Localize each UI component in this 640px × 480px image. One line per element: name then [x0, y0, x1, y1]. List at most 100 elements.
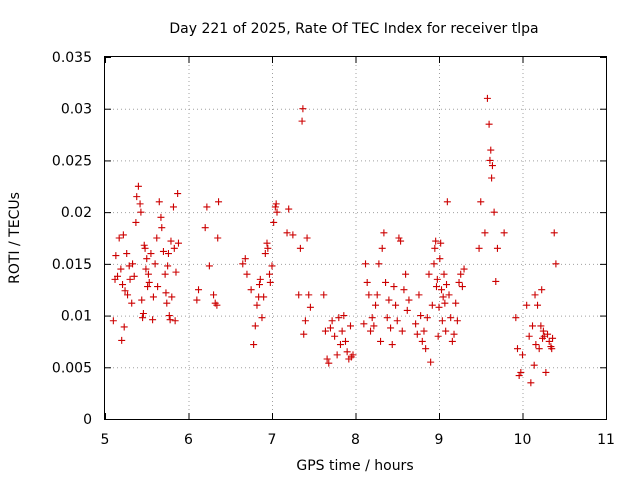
data-point: [457, 270, 465, 278]
data-point: [373, 291, 381, 299]
data-point: [170, 244, 178, 252]
y-tick-label: 0.025: [52, 153, 92, 169]
data-point: [142, 265, 150, 273]
data-point: [253, 301, 261, 309]
data-point: [305, 291, 313, 299]
data-point: [159, 247, 167, 255]
data-point: [538, 286, 546, 294]
data-point: [145, 278, 153, 286]
data-point: [149, 316, 157, 324]
data-point: [529, 322, 537, 330]
y-tick-label: 0.005: [52, 360, 92, 376]
data-point: [549, 334, 557, 342]
data-point: [515, 372, 523, 380]
data-point: [346, 322, 354, 330]
data-point: [203, 203, 211, 211]
data-point: [485, 120, 493, 128]
data-point: [306, 303, 314, 311]
data-point: [432, 237, 440, 245]
data-point: [166, 316, 174, 324]
data-point: [149, 293, 157, 301]
data-point: [413, 330, 421, 338]
data-point: [265, 270, 273, 278]
data-point: [377, 337, 385, 345]
data-point: [109, 317, 117, 325]
data-point: [138, 296, 146, 304]
data-point: [171, 317, 179, 325]
data-point: [137, 208, 145, 216]
data-point: [492, 277, 500, 285]
data-point: [452, 299, 460, 307]
data-point: [195, 286, 203, 294]
data-point: [539, 327, 547, 335]
data-point: [535, 345, 543, 353]
data-point: [264, 244, 272, 252]
data-point: [405, 296, 413, 304]
data-point: [120, 323, 128, 331]
data-point: [341, 337, 349, 345]
data-point: [438, 286, 446, 294]
data-point: [420, 327, 428, 335]
chart-title: Day 221 of 2025, Rate Of TEC Index for r…: [169, 21, 538, 37]
data-point: [437, 239, 445, 247]
data-point: [428, 301, 436, 309]
data-point: [114, 272, 122, 280]
data-point: [537, 322, 545, 330]
data-point: [121, 287, 129, 295]
data-point: [328, 317, 336, 325]
data-point: [295, 291, 303, 299]
data-point: [193, 296, 201, 304]
data-point: [441, 299, 449, 307]
data-point: [534, 301, 542, 309]
data-point: [161, 270, 169, 278]
data-point: [115, 234, 123, 242]
data-point: [164, 262, 172, 270]
data-point: [380, 229, 388, 237]
data-point: [243, 270, 251, 278]
data-point: [205, 262, 213, 270]
data-point: [443, 198, 451, 206]
data-point: [300, 330, 308, 338]
data-point: [395, 234, 403, 242]
data-point: [397, 237, 405, 245]
data-point: [285, 205, 293, 213]
y-tick-label: 0.015: [52, 257, 92, 273]
data-point: [450, 330, 458, 338]
data-point: [258, 314, 266, 322]
data-point: [169, 203, 177, 211]
data-point: [119, 281, 127, 289]
data-point: [493, 244, 501, 252]
data-point: [448, 337, 456, 345]
y-tick-label: 0.035: [52, 50, 92, 66]
data-point: [375, 260, 383, 268]
data-point: [112, 252, 120, 260]
y-tick-labels: 0 0.005 0.01 0.015 0.02 0.025 0.03 0.035: [52, 50, 92, 428]
data-point: [477, 198, 485, 206]
data-point: [239, 260, 247, 268]
data-point: [155, 198, 163, 206]
data-point: [270, 218, 278, 226]
data-point: [255, 281, 263, 289]
data-point: [215, 198, 223, 206]
data-point: [296, 244, 304, 252]
data-point: [213, 301, 221, 309]
x-tick-label: 11: [597, 432, 615, 448]
data-point: [153, 234, 161, 242]
data-point: [349, 351, 357, 359]
data-point: [266, 278, 274, 286]
data-point: [440, 270, 448, 278]
data-point: [118, 336, 126, 344]
data-point: [157, 213, 165, 221]
data-point: [431, 244, 439, 252]
data-point: [289, 231, 297, 239]
data-point: [136, 200, 144, 208]
data-point: [486, 156, 494, 164]
data-point: [403, 306, 411, 314]
data-point: [143, 255, 151, 263]
data-point: [488, 162, 496, 170]
data-point: [367, 327, 375, 335]
data-point: [301, 317, 309, 325]
data-points: [109, 94, 560, 387]
y-tick-label: 0: [83, 412, 92, 428]
data-point: [418, 337, 426, 345]
